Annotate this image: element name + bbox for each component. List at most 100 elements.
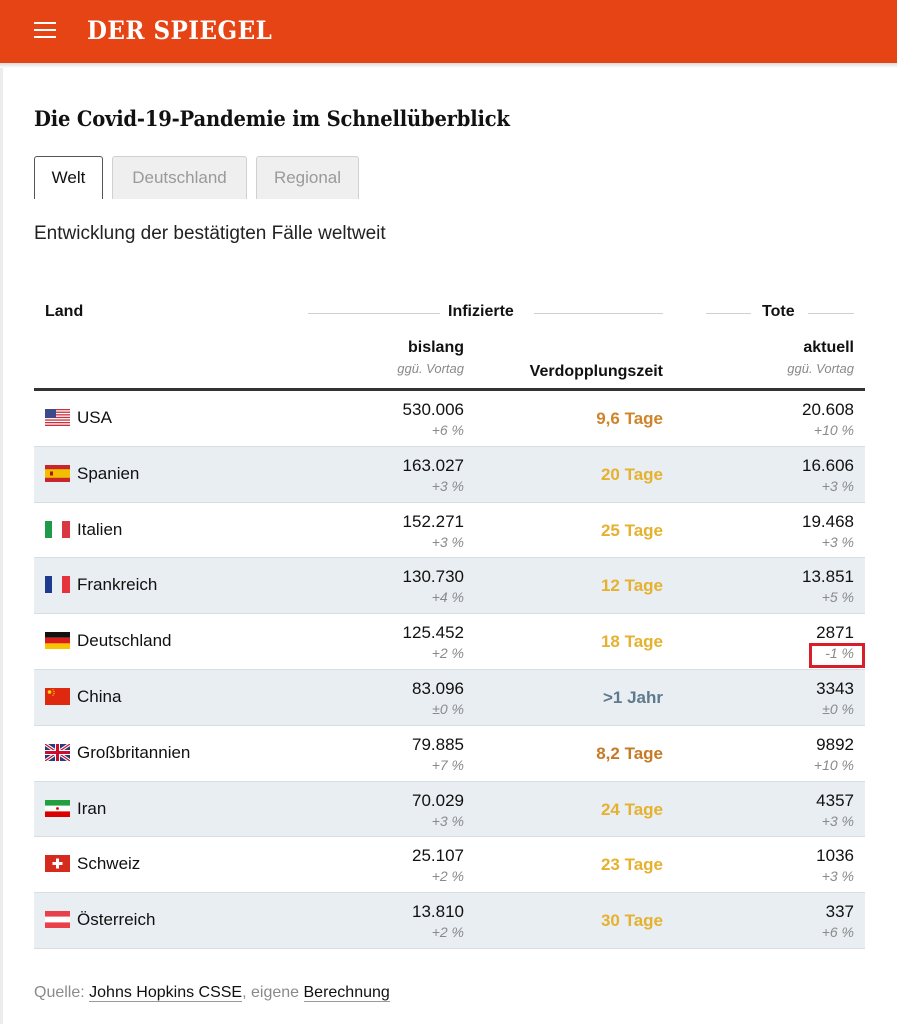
deaths-change: ±0 %	[822, 700, 854, 717]
doubling-time: 20 Tage	[600, 464, 663, 484]
header-aktuell-sub: ggü. Vortag	[787, 361, 854, 376]
tab-welt[interactable]: Welt	[34, 156, 103, 199]
table-row: Frankreich 130.730 +4 % 12 Tage 13.851 +…	[34, 558, 865, 615]
source-middle: , eigene	[242, 984, 304, 1001]
top-navigation-bar: DER SPIEGEL	[0, 0, 897, 68]
table-row: Spanien 163.027 +3 % 20 Tage 16.606 +3 %	[34, 446, 865, 503]
deaths-total: 2871	[816, 623, 854, 643]
header-divider	[808, 313, 854, 314]
table-subtitle: Entwicklung der bestätigten Fälle weltwe…	[34, 223, 386, 244]
table-row: Österreich 13.810 +2 % 30 Tage 337 +6 %	[34, 893, 865, 949]
table-row: Deutschland 125.452 +2 % 18 Tage 2871 -1…	[34, 614, 865, 670]
doubling-time: 24 Tage	[600, 799, 663, 819]
spain-flag-icon	[45, 464, 70, 482]
source-link-berechnung[interactable]: Berechnung	[303, 984, 390, 1002]
doubling-time: 8,2 Tage	[596, 743, 663, 763]
tab-regional[interactable]: Regional	[256, 156, 359, 199]
cases-total: 152.271	[402, 511, 464, 531]
deaths-total: 337	[825, 902, 854, 922]
deaths-change: +5 %	[821, 589, 854, 606]
header-divider	[534, 313, 663, 314]
deaths-change: +10 %	[813, 756, 854, 773]
header-bislang-sub: ggü. Vortag	[397, 361, 464, 376]
table-row: Italien 152.271 +3 % 25 Tage 19.468 +3 %	[34, 503, 865, 559]
country-name: Schweiz	[77, 854, 141, 874]
doubling-time: 30 Tage	[600, 911, 663, 931]
cases-total: 25.107	[412, 846, 464, 866]
cases-change: +2 %	[431, 645, 464, 662]
cases-total: 13.810	[412, 902, 464, 922]
austria-flag-icon	[45, 911, 70, 929]
country-table: USA 530.006 +6 % 9,6 Tage 20.608 +10 % S…	[34, 391, 865, 949]
deaths-change: +10 %	[813, 422, 854, 438]
cases-total: 163.027	[402, 455, 464, 475]
page-title: Die Covid-19-Pandemie im Schnellüberblic…	[34, 106, 510, 131]
deaths-total: 4357	[816, 790, 854, 810]
country-name: Frankreich	[77, 575, 158, 595]
header-land: Land	[45, 303, 84, 320]
source-link-jhu[interactable]: Johns Hopkins CSSE	[89, 984, 243, 1002]
cases-change: +3 %	[431, 812, 464, 829]
doubling-time: 9,6 Tage	[596, 409, 663, 428]
cases-total: 530.006	[402, 400, 464, 419]
cases-total: 79.885	[412, 734, 464, 754]
header-tote: Tote	[762, 303, 795, 320]
deaths-total: 20.608	[802, 400, 854, 419]
deaths-change: +3 %	[821, 477, 854, 494]
deaths-total: 3343	[816, 678, 854, 698]
deaths-total: 19.468	[802, 511, 854, 531]
deaths-change: +3 %	[821, 533, 854, 550]
country-name: Iran	[77, 798, 107, 818]
header-infizierte: Infizierte	[448, 303, 514, 320]
cases-total: 83.096	[412, 678, 464, 698]
cases-change: +2 %	[431, 868, 464, 885]
deaths-total: 1036	[816, 846, 854, 866]
table-row: Großbritannien 79.885 +7 % 8,2 Tage 9892…	[34, 726, 865, 782]
germany-flag-icon	[45, 632, 70, 650]
deaths-total: 16.606	[802, 455, 854, 475]
doubling-time: 18 Tage	[600, 632, 663, 652]
iran-flag-icon	[45, 799, 70, 817]
deaths-total: 13.851	[802, 567, 854, 587]
header-aktuell: aktuell	[803, 339, 854, 356]
china-flag-icon	[45, 687, 70, 705]
cases-change: +6 %	[431, 422, 464, 438]
header-rule	[34, 388, 865, 391]
header-verdopplungszeit: Verdopplungszeit	[529, 363, 663, 380]
deaths-change: -1 %	[825, 645, 854, 662]
deaths-change: +3 %	[821, 812, 854, 829]
page-edge-shadow	[0, 68, 3, 1024]
hamburger-menu-icon[interactable]	[34, 22, 56, 40]
header-divider	[706, 313, 751, 314]
country-name: China	[77, 686, 122, 706]
deaths-change: +3 %	[821, 868, 854, 885]
doubling-time: 23 Tage	[600, 855, 663, 875]
header-divider	[308, 313, 440, 314]
deaths-change: +6 %	[821, 924, 854, 941]
country-name: Spanien	[77, 463, 140, 483]
cases-change: +4 %	[431, 589, 464, 606]
table-row: China 83.096 ±0 % >1 Jahr 3343 ±0 %	[34, 669, 865, 726]
cases-total: 70.029	[412, 790, 464, 810]
table-row: USA 530.006 +6 % 9,6 Tage 20.608 +10 %	[34, 391, 865, 447]
deaths-total: 9892	[816, 734, 854, 754]
cases-change: +3 %	[431, 477, 464, 494]
cases-total: 125.452	[402, 623, 464, 643]
france-flag-icon	[45, 576, 70, 594]
cases-change: +3 %	[431, 533, 464, 550]
uk-flag-icon	[45, 743, 70, 761]
source-note: Quelle: Johns Hopkins CSSE, eigene Berec…	[34, 984, 390, 1002]
table-row: Iran 70.029 +3 % 24 Tage 4357 +3 %	[34, 781, 865, 838]
italy-flag-icon	[45, 520, 70, 538]
switzerland-flag-icon	[45, 855, 70, 873]
cases-change: +2 %	[431, 924, 464, 941]
country-name: Österreich	[77, 910, 156, 930]
header-bislang: bislang	[407, 339, 464, 356]
country-name: USA	[77, 408, 112, 427]
spiegel-logo[interactable]: DER SPIEGEL	[87, 16, 273, 45]
table-row: Schweiz 25.107 +2 % 23 Tage 1036 +3 %	[34, 837, 865, 894]
highlight-box	[809, 643, 865, 669]
tab-deutschland[interactable]: Deutschland	[112, 156, 247, 199]
country-name: Italien	[77, 519, 123, 539]
country-name: Deutschland	[77, 631, 172, 651]
